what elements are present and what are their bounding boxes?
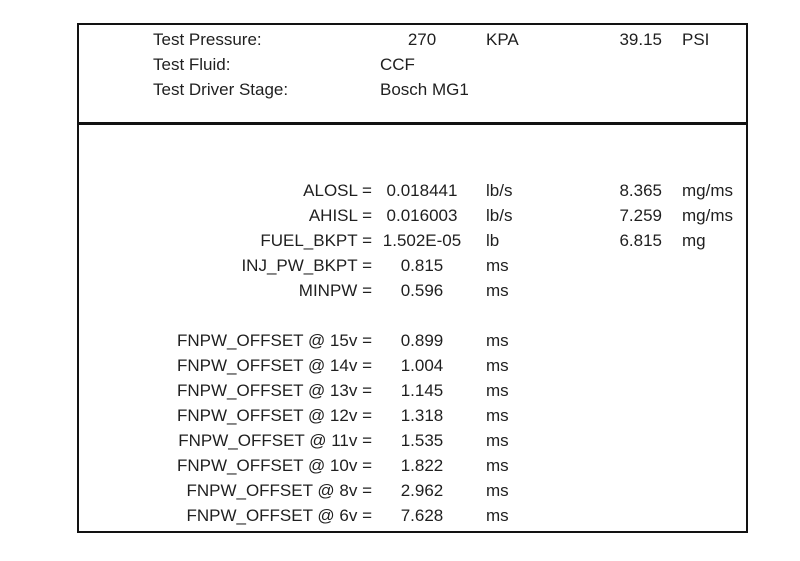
test-report-panel: Test Pressure: 270 KPA 39.15 PSI Test Fl… [77,23,748,533]
param-label: ALOSL = [303,181,372,200]
table-row: Test Fluid: CCF [79,52,746,77]
table-row: Test Pressure: 270 KPA 39.15 PSI [79,27,746,52]
offset-label: FNPW_OFFSET @ 15v = [176,331,372,350]
param-value: 1.502E-05 [382,231,462,250]
param-value2 [582,253,662,278]
param-label: INJ_PW_BKPT = [241,256,372,275]
table-row: FNPW_OFFSET @ 6v = 7.628 ms [79,503,746,528]
offset-unit: ms [486,406,509,425]
table-row: AHISL = 0.016003 lb/s 7.259 mg/ms [79,203,746,228]
param-unit: ms [486,281,509,300]
param-value: 0.018441 [386,181,458,200]
offset-value: 1.822 [400,456,444,475]
offset-value: 1.318 [400,406,444,425]
test-fluid-value: CCF [380,55,415,74]
offset-label: FNPW_OFFSET @ 11v = [178,431,372,450]
test-conditions-section: Test Pressure: 270 KPA 39.15 PSI Test Fl… [79,25,746,125]
offset-value: 1.535 [400,431,444,450]
param-label: MINPW = [298,281,372,300]
table-row: FUEL_BKPT = 1.502E-05 lb 6.815 mg [79,228,746,253]
offset-unit: ms [486,456,509,475]
offset-label: FNPW_OFFSET @ 14v = [176,356,372,375]
test-pressure-psi-unit: PSI [682,30,710,49]
param-label: AHISL = [308,206,372,225]
table-row: FNPW_OFFSET @ 12v = 1.318 ms [79,403,746,428]
table-row: MINPW = 0.596 ms [79,278,746,303]
param-unit2: mg/ms [682,181,733,200]
table-row: FNPW_OFFSET @ 13v = 1.145 ms [79,378,746,403]
param-unit: lb/s [486,206,513,225]
table-row: INJ_PW_BKPT = 0.815 ms [79,253,746,278]
test-fluid-unit2 [662,52,746,77]
table-row: FNPW_OFFSET @ 14v = 1.004 ms [79,353,746,378]
param-value: 0.016003 [386,206,458,225]
param-unit: lb [486,231,500,250]
param-unit2 [662,278,746,303]
param-value: 0.596 [400,281,444,300]
test-pressure-value: 270 [407,30,437,49]
offset-label: FNPW_OFFSET @ 13v = [176,381,372,400]
offset-label: FNPW_OFFSET @ 6v = [186,506,372,525]
test-pressure-label: Test Pressure: [153,30,262,49]
offset-value: 7.628 [400,506,444,525]
param-unit2: mg [682,231,706,250]
test-fluid-value2 [582,52,662,77]
param-label: FUEL_BKPT = [260,231,372,250]
offset-label: FNPW_OFFSET @ 10v = [176,456,372,475]
table-row: FNPW_OFFSET @ 8v = 2.962 ms [79,478,746,503]
offset-value: 1.145 [400,381,444,400]
table-row: FNPW_OFFSET @ 15v = 0.899 ms [79,328,746,353]
test-fluid-unit [472,52,582,77]
test-driver-stage-label: Test Driver Stage: [153,80,289,99]
table-row: FNPW_OFFSET @ 11v = 1.535 ms [79,428,746,453]
offset-unit: ms [486,481,509,500]
offset-value: 0.899 [400,331,444,350]
test-pressure-psi-value: 39.15 [619,30,662,49]
test-fluid-label: Test Fluid: [153,55,231,74]
offset-unit: ms [486,431,509,450]
param-unit: ms [486,256,509,275]
test-driver-stage-unit2 [662,77,746,102]
param-value2: 6.815 [619,231,662,250]
row-spacer [79,303,746,328]
test-pressure-unit: KPA [486,30,519,49]
test-driver-stage-value2 [582,77,662,102]
offset-unit: ms [486,331,509,350]
offset-value: 1.004 [400,356,444,375]
offset-unit: ms [486,356,509,375]
test-driver-stage-unit [472,77,582,102]
test-driver-stage-value: Bosch MG1 [380,80,469,99]
param-unit2 [662,253,746,278]
offset-unit: ms [486,381,509,400]
offset-label: FNPW_OFFSET @ 8v = [186,481,372,500]
offset-label: FNPW_OFFSET @ 12v = [176,406,372,425]
param-value2 [582,278,662,303]
test-results-section: ALOSL = 0.018441 lb/s 8.365 mg/ms AHISL … [79,125,746,528]
param-value2: 8.365 [619,181,662,200]
table-row: FNPW_OFFSET @ 10v = 1.822 ms [79,453,746,478]
param-value: 0.815 [400,256,444,275]
offset-value: 2.962 [400,481,444,500]
table-row: Test Driver Stage: Bosch MG1 [79,77,746,102]
param-value2: 7.259 [619,206,662,225]
offset-unit: ms [486,506,509,525]
param-unit: lb/s [486,181,513,200]
table-row: ALOSL = 0.018441 lb/s 8.365 mg/ms [79,178,746,203]
param-unit2: mg/ms [682,206,733,225]
